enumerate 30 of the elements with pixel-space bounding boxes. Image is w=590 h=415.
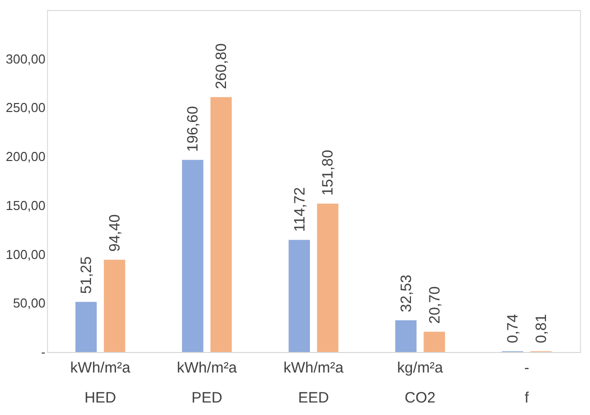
x-tick-label: kWh/m²a EED <box>284 360 344 406</box>
data-label: 260,80 <box>213 43 230 90</box>
data-label: 0,74 <box>504 314 522 344</box>
data-label: 196,60 <box>184 106 202 152</box>
bar <box>395 320 417 352</box>
bar <box>182 160 204 352</box>
y-tick-label: 100,00 <box>6 246 46 262</box>
bar <box>75 302 97 352</box>
bar <box>210 97 232 352</box>
bar <box>288 240 310 352</box>
data-label: 0,81 <box>532 314 550 344</box>
y-tick-label: - <box>41 344 46 360</box>
y-tick-label: 150,00 <box>6 198 46 213</box>
y-tick-label: 300,00 <box>6 51 46 66</box>
data-label: 20,70 <box>426 286 444 324</box>
data-label: 51,25 <box>78 256 96 294</box>
y-tick-label: 50,00 <box>12 296 46 311</box>
x-tick-label: kWh/m²a PED <box>176 360 238 406</box>
bar <box>424 332 445 352</box>
data-label: 32,53 <box>398 274 415 312</box>
data-label: 151,80 <box>320 150 337 196</box>
y-tick-label: 200,00 <box>6 149 46 164</box>
bar <box>104 260 126 352</box>
data-label: 114,72 <box>291 187 308 232</box>
data-label: 94,40 <box>106 214 124 252</box>
x-tick-label: kg/m²a CO2 <box>397 360 444 406</box>
bar <box>317 204 338 352</box>
x-tick-label: kWh/m²a HED <box>70 360 131 406</box>
x-tick-label: - f <box>524 360 530 406</box>
y-tick-label: 250,00 <box>6 100 46 116</box>
